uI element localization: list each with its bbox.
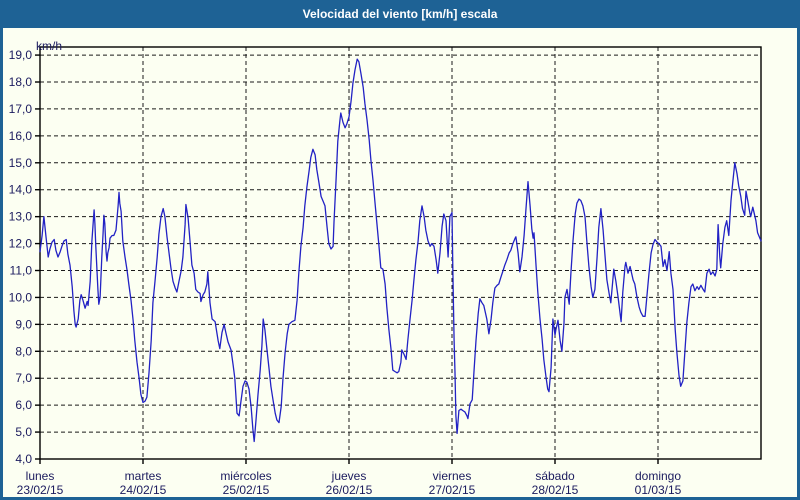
y-tick-label: 8,0 (15, 344, 32, 358)
x-day-date-label: 28/02/15 (532, 483, 579, 497)
x-day-name-label: lunes (26, 469, 55, 483)
y-tick-label: 4,0 (15, 452, 32, 466)
chart-title: Velocidad del viento [km/h] escala (302, 7, 498, 21)
y-tick-label: 14,0 (9, 183, 33, 197)
y-tick-label: 15,0 (9, 156, 33, 170)
y-tick-label: 7,0 (15, 371, 32, 385)
y-tick-label: 16,0 (9, 129, 33, 143)
x-day-date-label: 23/02/15 (17, 483, 64, 497)
y-tick-label: 9,0 (15, 317, 32, 331)
x-day-date-label: 27/02/15 (429, 483, 476, 497)
x-day-name-label: martes (125, 469, 162, 483)
y-tick-label: 13,0 (9, 210, 33, 224)
x-day-date-label: 01/03/15 (635, 483, 682, 497)
y-tick-label: 19,0 (9, 48, 33, 62)
x-day-name-label: viernes (433, 469, 472, 483)
y-tick-label: 5,0 (15, 425, 32, 439)
x-day-date-label: 25/02/15 (223, 483, 270, 497)
x-day-date-label: 26/02/15 (326, 483, 373, 497)
x-day-name-label: domingo (635, 469, 681, 483)
x-day-name-label: miércoles (220, 469, 271, 483)
y-tick-label: 6,0 (15, 398, 32, 412)
wind-speed-chart: 4,0 5,0 6,0 7,0 8,0 9,0 10,0 11,0 12,0 13,0 14,0 15… (9, 39, 762, 497)
chart-area: 4,0 5,0 6,0 7,0 8,0 9,0 10,0 11,0 12,0 13,0 14,0 15… (3, 28, 797, 497)
wind-speed-line (39, 58, 762, 443)
y-axis-unit-label: km/h (36, 39, 62, 53)
y-tick-label: 10,0 (9, 290, 33, 304)
y-tick-label: 12,0 (9, 237, 33, 251)
x-day-name-label: jueves (331, 469, 367, 483)
x-day-name-label: sábado (535, 469, 575, 483)
plot-border (39, 46, 762, 460)
y-tick-label: 18,0 (9, 75, 33, 89)
y-tick-label: 17,0 (9, 102, 33, 116)
y-tick-label: 11,0 (10, 264, 33, 278)
title-bar: Velocidad del viento [km/h] escala (0, 0, 800, 28)
x-day-date-label: 24/02/15 (120, 483, 167, 497)
